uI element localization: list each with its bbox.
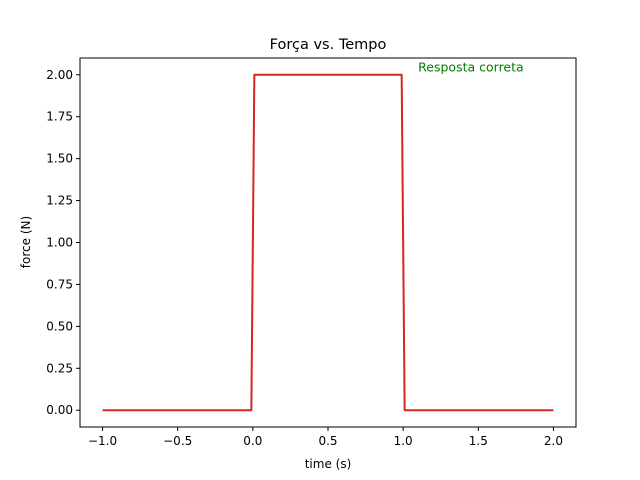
- y-tick-label: 1.25: [46, 194, 73, 208]
- y-tick-label: 0.75: [46, 277, 73, 291]
- series-line-0: [102, 73, 554, 412]
- x-tick-label: −0.5: [163, 434, 192, 448]
- y-tick-label: 1.00: [46, 236, 73, 250]
- y-tick-label: 0.25: [46, 361, 73, 375]
- y-axis-ticks: 0.00 0.25 0.50 0.75 1.00 1.25 1.50 1.75 2.00: [46, 68, 80, 417]
- x-tick-label: 0.0: [243, 434, 262, 448]
- annotation-layer: Resposta correta: [418, 59, 524, 74]
- x-tick-label: −1.0: [88, 434, 117, 448]
- chart-title: Força vs. Tempo: [270, 37, 387, 53]
- y-tick-label: 0.00: [46, 403, 73, 417]
- series-layer: [102, 73, 554, 412]
- y-tick-label: 1.75: [46, 110, 73, 124]
- y-tick-label: 2.00: [46, 68, 73, 82]
- x-tick-label: 0.5: [318, 434, 337, 448]
- x-axis-label: time (s): [305, 457, 352, 471]
- y-tick-label: 0.50: [46, 319, 73, 333]
- y-axis-label: force (N): [19, 216, 33, 268]
- plot-area-background: [80, 58, 576, 427]
- x-tick-label: 1.5: [469, 434, 488, 448]
- x-tick-label: 1.0: [394, 434, 413, 448]
- annotation-text: Resposta correta: [418, 59, 524, 74]
- x-tick-label: 2.0: [544, 434, 563, 448]
- y-tick-label: 1.50: [46, 152, 73, 166]
- x-axis-ticks: −1.0 −0.5 0.0 0.5 1.0 1.5 2.0: [88, 427, 563, 448]
